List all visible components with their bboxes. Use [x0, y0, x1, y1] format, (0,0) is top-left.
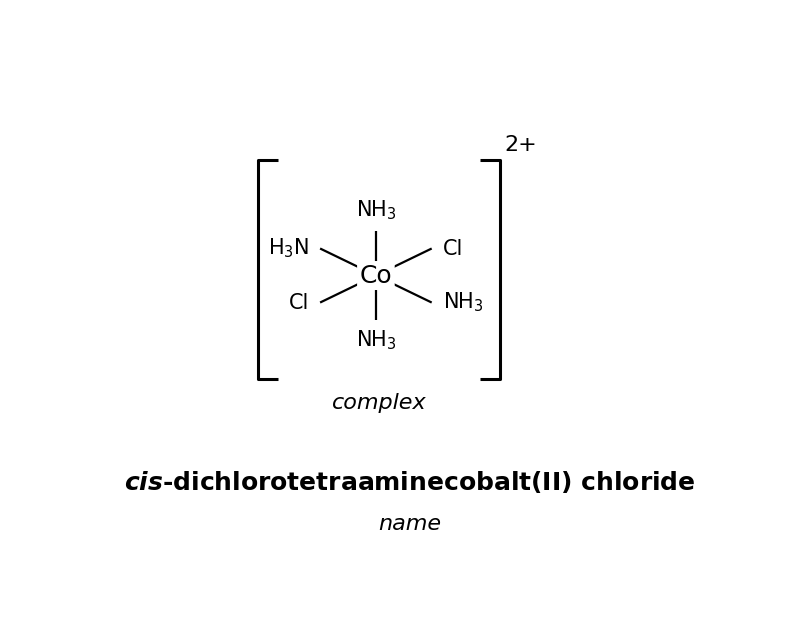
Text: 2+: 2+ [505, 135, 538, 155]
Text: Cl: Cl [443, 239, 463, 258]
Text: Cl: Cl [289, 293, 309, 313]
Text: NH$_3$: NH$_3$ [443, 291, 484, 315]
Text: NH$_3$: NH$_3$ [355, 199, 396, 223]
Text: $\bfit{cis}$-dichlorotetraaminecobalt(II) chloride: $\bfit{cis}$-dichlorotetraaminecobalt(II… [124, 469, 696, 495]
Text: NH$_3$: NH$_3$ [355, 329, 396, 352]
Text: name: name [378, 514, 442, 533]
Text: complex: complex [332, 393, 426, 413]
Text: H$_3$N: H$_3$N [268, 237, 309, 260]
Text: Co: Co [359, 263, 392, 288]
